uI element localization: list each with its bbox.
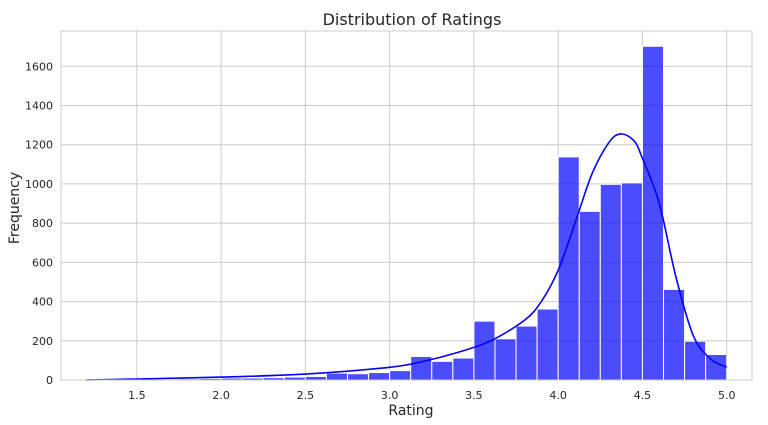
histogram-bar [515,325,538,381]
x-tick-label: 3.0 [381,389,399,402]
histogram-bar [431,360,454,381]
y-tick-label: 400 [32,296,53,309]
histogram-bar [684,340,707,381]
x-tick-label: 5.0 [718,389,736,402]
x-tick-label: 4.0 [549,389,567,402]
y-tick-label: 1600 [25,60,53,73]
histogram-bar [389,370,412,381]
x-tick-label: 2.0 [212,389,230,402]
histogram-bar [452,357,475,381]
y-tick-label: 600 [32,256,53,269]
plot-area-border [60,30,753,381]
histogram-bar [347,373,370,381]
histogram-bar [325,372,349,381]
histogram-bar [494,338,517,381]
kde-curve-layer [86,133,728,381]
histogram-bar [663,288,686,381]
x-tick-label: 4.5 [634,389,652,402]
plot-frame [60,30,753,381]
x-tick-label: 1.5 [128,389,146,402]
y-tick-label: 800 [32,217,53,230]
histogram-bar [578,210,601,381]
y-tick-label: 1000 [25,178,53,191]
y-axis-title: Frequency [7,172,23,244]
histogram-bar [641,45,665,381]
x-tick-label: 3.5 [465,389,483,402]
chart-title: Distribution of Ratings [323,10,502,29]
y-tick-label: 200 [32,335,53,348]
histogram-bar [620,182,643,381]
histogram-bar [536,308,559,381]
y-tick-label: 1400 [25,100,53,113]
histogram-bar [473,320,496,381]
histogram-bar [368,372,391,381]
histogram-bar [304,375,327,381]
kde-curve [86,133,728,381]
histogram-bar [557,156,580,381]
histogram-bar [599,183,622,381]
y-tick-label: 0 [46,374,53,387]
y-tick-label: 1200 [25,139,53,152]
x-tick-label: 2.5 [297,389,315,402]
x-axis-title: Rating [388,403,433,419]
histogram-bars [94,45,728,381]
tick-labels: 1.5 2.0 2.5 3.0 3.5 4.0 4.5 5.0 0 200 400 600 800 100… [25,60,735,402]
